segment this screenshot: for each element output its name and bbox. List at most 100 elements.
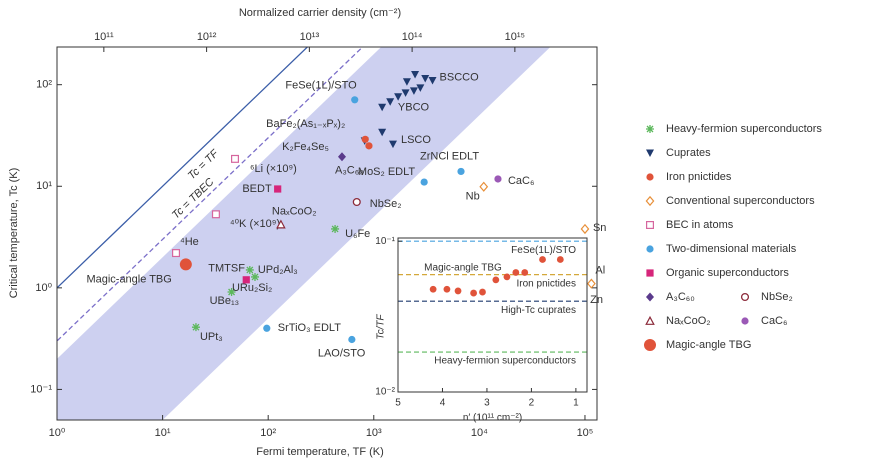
data-point [479,181,489,192]
data-point [386,98,395,106]
inset-data-point [470,289,477,297]
legend-label: NbSe₂ [761,291,793,303]
inset-data-point [521,269,529,276]
legend-label: Magic-angle TBG [666,339,751,351]
legend-label: Heavy-fermion superconductors [666,123,822,135]
legend-label: Organic superconductors [666,267,789,279]
inset-y-tick-label: 10⁻¹ [375,236,395,247]
inset-reference-label: High-Tc cuprates [501,305,576,316]
legend-label: BEC in atoms [666,219,734,231]
point-label: TMTSF [208,263,245,275]
point-label: Nb [466,191,480,203]
data-point [361,135,369,143]
data-point [409,87,418,95]
inset-x-axis-label: n′ (10¹¹ cm⁻²) [463,413,522,424]
data-point [351,96,359,104]
inset-x-tick-label: 3 [484,398,490,409]
data-point [276,219,286,229]
reference-line [57,47,364,342]
data-point [421,75,430,83]
inset-y-axis-label: Tc/TF [376,314,387,340]
inset-data-point [539,256,546,263]
reference-line-label: Tc = TF [186,147,222,182]
inset-data-point [429,285,437,293]
y-tick-label: 10² [36,79,52,91]
data-point [365,142,373,150]
inset-x-tick-label: 5 [395,398,401,409]
inset-series-label: Magic-angle TBG [424,263,502,274]
data-point [348,335,356,344]
point-label: Al [595,265,605,277]
data-point [411,70,420,79]
data-point [352,197,361,207]
legend-marker [645,195,655,207]
data-point [401,89,410,97]
legend-marker [645,221,654,230]
data-point [179,258,192,271]
legend-marker [646,245,654,253]
point-label: CaC₆ [508,175,534,187]
point-label: BaFe₂(As₁₋ₓPₓ)₂ [266,118,345,130]
y-tick-label: 10¹ [36,180,52,192]
x-tick-label: 10⁴ [471,427,488,439]
legend-marker [644,339,656,351]
data-point [388,140,397,149]
x-tick-label: 10¹ [155,427,171,439]
data-point [245,265,254,274]
point-label: A₃C₆₀ [335,165,364,177]
x2-tick-label: 10¹⁴ [402,31,423,43]
reference-line [57,47,309,289]
x2-axis-label: Normalized carrier density (cm⁻²) [239,7,401,19]
data-point [428,76,437,85]
data-point [394,93,403,101]
inset-x-tick-label: 1 [573,398,579,409]
point-label: NaₓCoO₂ [272,205,317,217]
data-point [331,224,340,233]
plot-frame [56,46,598,421]
legend-marker [646,149,654,157]
data-point [211,210,220,219]
inset-y-tick-label: 10⁻² [375,387,395,398]
data-point [263,324,271,332]
legend-marker [646,125,654,133]
point-label: UBe₁₃ [210,295,240,307]
legend-label: NaₓCoO₂ [666,315,711,327]
x2-tick-label: 10¹⁵ [505,31,525,43]
inset-data-point [479,288,486,296]
legend-label: CaC₆ [761,315,787,327]
point-label: K₂Fe₄Se₅ [282,141,329,153]
legend-marker [740,292,750,302]
y-tick-label: 10⁻¹ [30,383,52,395]
inset-reference-label: Iron pnictides [517,278,576,289]
point-label: LSCO [401,134,431,146]
point-label: Sn [593,222,606,234]
point-label: ⁴He [180,236,199,248]
inset-data-point [512,269,520,276]
point-label: BEDT [242,183,272,195]
point-label: MoS₂ EDLT [358,166,416,178]
point-label: URu₂Si₂ [232,282,272,294]
data-point [494,175,502,183]
legend-label: Two-dimensional materials [666,243,797,255]
x-tick-label: 10⁰ [49,427,66,439]
data-point [420,178,428,186]
point-label: ⁴⁰K (×10⁹) [230,218,280,230]
point-label: YBCO [398,102,430,114]
point-label: U₆Fe [345,228,370,240]
inset-data-point [492,276,500,284]
data-point [274,185,282,193]
data-point [231,154,240,163]
data-point [250,272,259,281]
x2-tick-label: 10¹³ [300,31,320,43]
x2-tick-label: 10¹² [197,31,217,43]
data-point [227,288,236,297]
legend-marker [646,173,654,181]
legend-label: Conventional superconductors [666,195,815,207]
x-tick-label: 10² [260,427,276,439]
data-point [580,223,590,235]
data-point [378,103,387,112]
x-axis-label: Fermi temperature, TF (K) [256,446,384,458]
inset-data-point [556,256,564,263]
point-label: ⁶Li (×10⁹) [250,163,297,175]
